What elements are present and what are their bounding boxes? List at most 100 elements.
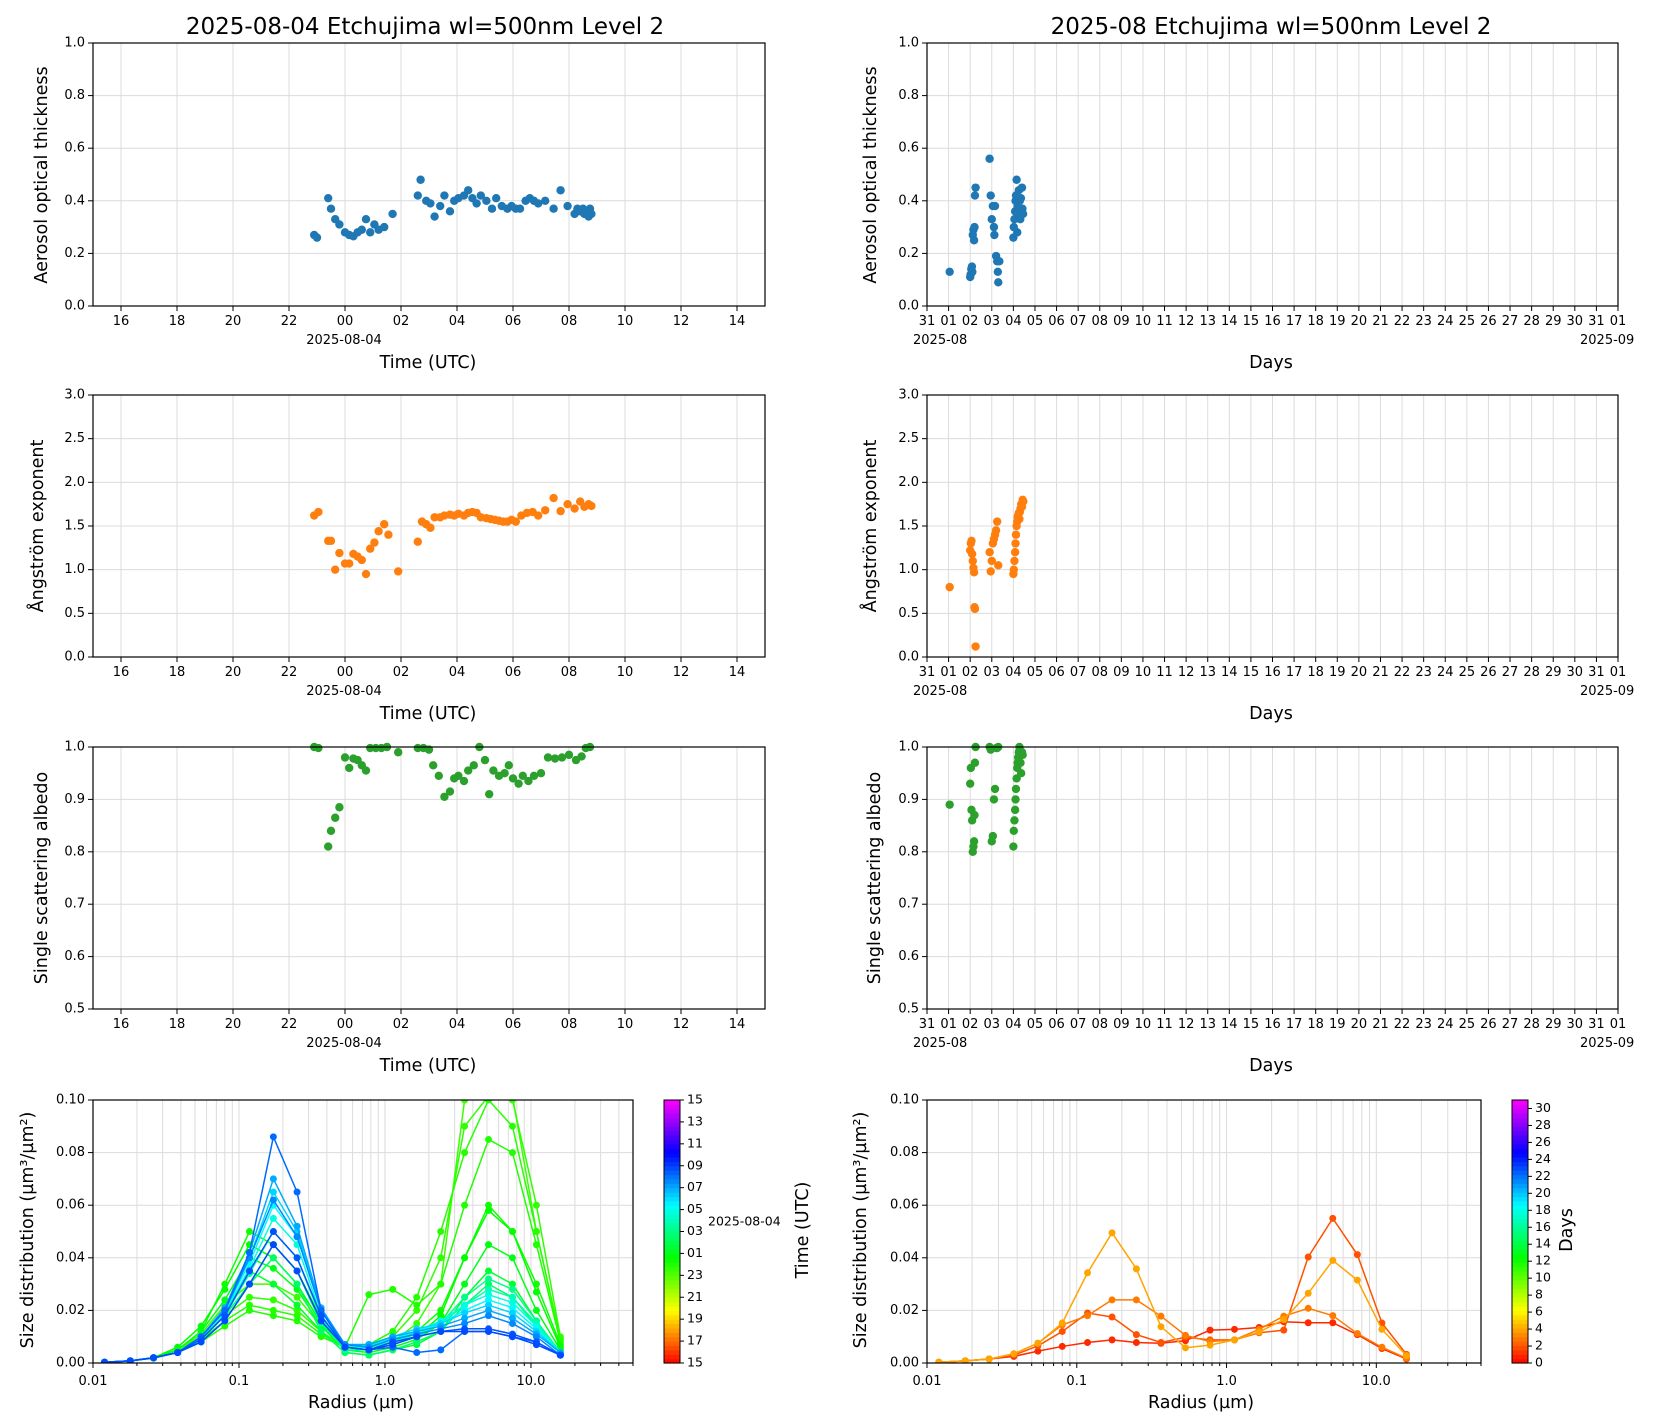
x-tick-label: 12 [1178,665,1195,680]
series-point [197,1338,205,1346]
data-point [549,204,558,213]
series-point [221,1322,229,1330]
colorbar-segment [1512,1205,1528,1211]
colorbar-segment [664,1213,680,1219]
x-tick-label: 31 [1588,665,1605,680]
series-point [508,1309,516,1317]
data-point [945,582,954,592]
x-tick-label: 05 [1027,665,1044,680]
colorbar-segment [1512,1244,1528,1250]
data-point [1009,826,1019,836]
colorbar-tick-label: 15 [687,1355,703,1370]
y-tick-label: 1.5 [898,519,919,534]
colorbar-label-days: Days [1557,1208,1577,1252]
plot-frame [92,746,766,1010]
x-tick-label: 20 [1351,314,1368,329]
x-tick-label: 17 [1286,1017,1303,1032]
series-point [389,1285,397,1293]
x-tick-label: 23 [1415,314,1432,329]
colorbar-segment [664,1292,680,1298]
data-point [541,506,550,515]
x-tick-label: 23 [1415,1017,1432,1032]
series-point [1353,1251,1361,1259]
data-point [541,196,550,205]
data-point [1010,816,1019,825]
data-point [485,789,494,799]
series-point [1034,1347,1042,1355]
colorbar-segment [664,1108,680,1114]
series-point [1132,1296,1140,1304]
data-point [524,776,533,786]
y-tick-label: 0.04 [56,1250,85,1265]
colorbar-segment [1512,1336,1528,1342]
chart-title-monthly: 2025-08 Etchujima wl=500nm Level 2 [1051,14,1492,40]
colorbar-segment [1512,1139,1528,1145]
data-point [1016,758,1025,767]
series-point [293,1280,301,1288]
colorbar-tick-label: 6 [1535,1304,1543,1319]
x-tick-label: 21 [1372,1017,1389,1032]
colorbar-tick-label: 0 [1535,1355,1543,1370]
series-point [174,1348,182,1356]
colorbar-segment [664,1275,680,1281]
days-axis-start-label: 2025-08 [913,684,967,699]
series-point [221,1317,229,1325]
time-axis-date-label: 2025-08-04 [306,333,382,348]
data-point [380,222,389,232]
x-tick-label: 19 [1329,1017,1346,1032]
x-tick-label: 06 [1048,1017,1065,1032]
series-point [293,1301,301,1309]
y-tick-label: 0.6 [64,949,85,964]
x-tick-label: 06 [505,665,522,680]
series-point [317,1317,325,1325]
x-tick-label: 20 [225,314,242,329]
data-point [970,191,980,200]
data-point [549,493,558,503]
series-point [509,1093,516,1100]
x-tick-label: 03 [984,1017,1001,1032]
data-point [945,267,954,277]
x-tick-label: 17 [1286,665,1303,680]
data-point [563,201,572,211]
series-point [961,1357,969,1363]
x-tick-label: 29 [1545,314,1562,329]
data-point [534,511,543,520]
series-point [508,1100,516,1104]
x-tick-label: 22 [281,314,298,329]
series-point [508,1314,516,1322]
x-tick-label: 01 [1610,314,1627,329]
colorbar-tick-label: 23 [687,1267,703,1282]
series-point [437,1228,445,1235]
plot-frame [926,1099,1482,1364]
series-point [413,1301,421,1309]
x-tick-label: 13 [1199,1017,1216,1032]
colorbar-tick-label: 2 [1535,1338,1543,1353]
data-point [429,761,438,770]
data-point [440,792,449,801]
x-tick-label: 13 [1199,665,1216,680]
data-point [335,548,344,558]
x-tick-label: 20 [1351,665,1368,680]
series-point [532,1306,540,1314]
data-point [434,771,443,781]
days-axis-start-label: 2025-08 [913,1036,967,1051]
colorbar-tick-label: 01 [687,1245,703,1260]
data-point [413,191,422,200]
data-point [971,183,980,192]
y-tick-label: 0.0 [64,299,85,314]
series-point [1058,1342,1066,1350]
data-point [995,257,1004,266]
series-point [413,1348,421,1356]
aot-daily-plot: 16 18 20 22 00 02 04 06 08 10 12 14 0.0 0.2 0.4 0.6 0.8 1… [64,36,766,329]
series-point [485,1301,493,1309]
data-point [967,549,977,559]
size-distribution-daily-plot: 0.01 0.1 1.0 10.0 0.00 0.02 0.04 0.06 0.08 0.10 [56,1093,634,1389]
y-tick-label: 0.04 [890,1250,919,1265]
data-point [480,755,490,765]
data-point [366,544,375,553]
series-point [269,1175,277,1183]
x-tick-label: 01 [1610,1017,1627,1032]
colorbar-segment [1512,1284,1528,1290]
time-axis-date-label: 2025-08-04 [306,1036,382,1051]
series-point [1132,1331,1140,1339]
